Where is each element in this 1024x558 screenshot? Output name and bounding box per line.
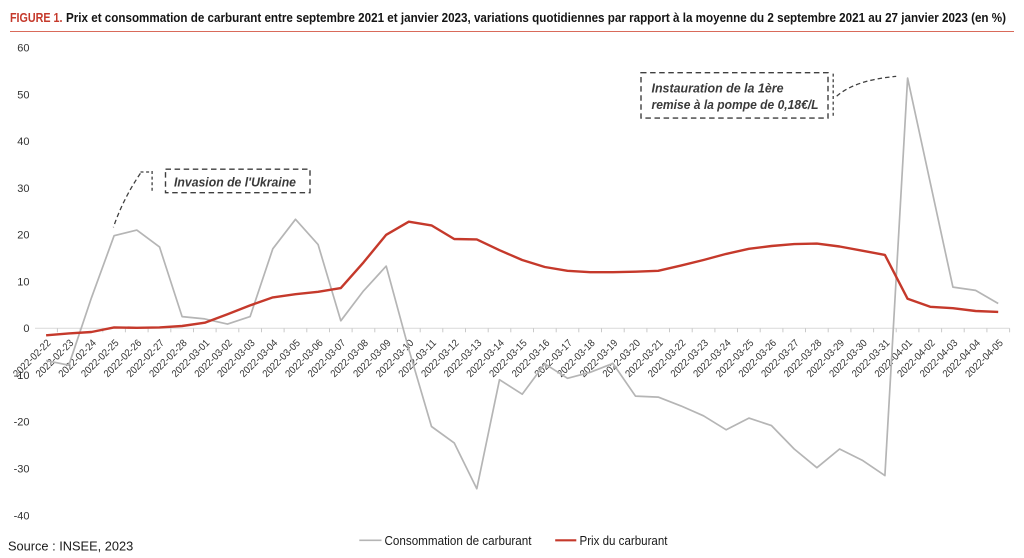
svg-text:-30: -30	[14, 464, 30, 476]
svg-text:Instauration de la 1ère: Instauration de la 1ère	[652, 81, 784, 96]
svg-text:40: 40	[17, 136, 29, 148]
svg-text:-40: -40	[14, 510, 30, 522]
svg-text:0: 0	[23, 323, 29, 335]
svg-text:-20: -20	[14, 417, 30, 429]
svg-text:Source : INSEE, 2023: Source : INSEE, 2023	[8, 539, 133, 554]
svg-text:Prix du carburant: Prix du carburant	[580, 533, 668, 548]
svg-text:20: 20	[17, 230, 29, 242]
svg-text:FIGURE 1.: FIGURE 1.	[10, 10, 63, 25]
svg-text:Prix et consommation de carbur: Prix et consommation de carburant entre …	[66, 10, 1006, 25]
svg-text:Consommation de carburant: Consommation de carburant	[385, 533, 532, 548]
svg-text:60: 60	[17, 43, 29, 55]
svg-text:10: 10	[17, 276, 29, 288]
svg-text:-10: -10	[14, 370, 30, 382]
svg-text:remise à la pompe de 0,18€/L: remise à la pompe de 0,18€/L	[652, 97, 819, 112]
svg-text:Invasion de l'Ukraine: Invasion de l'Ukraine	[174, 175, 296, 190]
svg-text:30: 30	[17, 183, 29, 195]
svg-text:50: 50	[17, 89, 29, 101]
